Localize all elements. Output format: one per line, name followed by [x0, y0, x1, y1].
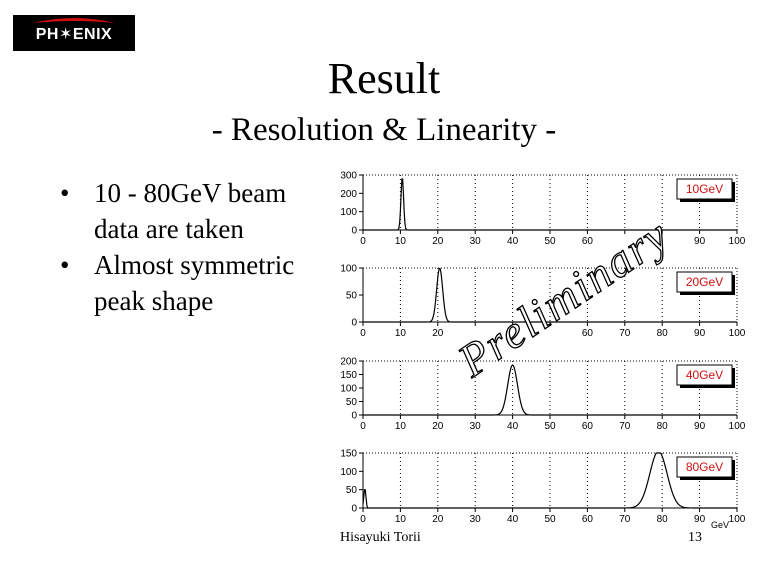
histogram-series-line — [363, 267, 737, 323]
x-tick-label: 40 — [507, 236, 519, 247]
bullet-marker: • — [60, 178, 70, 208]
x-tick-label: 30 — [470, 236, 482, 247]
bullet-text: 10 - 80GeV beam data are taken — [94, 178, 287, 244]
legend-box — [676, 456, 733, 478]
x-tick-label: 0 — [360, 514, 366, 525]
histogram-panel: 0 10 20 60 70 80 90 100 0 50 100 20GeV — [340, 264, 745, 340]
x-tick-label: 100 — [729, 236, 746, 247]
x-tick-label: 0 — [360, 236, 366, 247]
histogram-panel: 0 10 20 30 40 50 60 90 100 0 100 200 300 10GeV — [340, 171, 745, 248]
y-tick-label: 100 — [340, 207, 357, 218]
x-tick-label: 40 — [507, 514, 519, 525]
x-tick-label: 70 — [619, 328, 631, 339]
x-tick-label: 80 — [657, 421, 669, 432]
x-tick-label: 20 — [432, 328, 444, 339]
x-tick-label: 60 — [582, 514, 594, 525]
bullet-item: • 10 - 80GeV beam data are taken — [60, 175, 320, 247]
x-tick-label: 60 — [582, 236, 594, 247]
y-tick-label: 100 — [340, 467, 357, 478]
x-tick-label: 0 — [360, 421, 366, 432]
y-tick-label: 50 — [346, 397, 358, 408]
y-tick-label: 0 — [351, 226, 357, 237]
phoenix-wings-icon — [33, 18, 115, 23]
x-tick-label: 20 — [432, 236, 444, 247]
y-tick-label: 150 — [340, 449, 357, 460]
y-tick-label: 200 — [340, 357, 357, 368]
x-tick-label: 30 — [470, 421, 482, 432]
x-tick-label: 50 — [544, 236, 556, 247]
x-axis-label: GeV — [711, 520, 729, 530]
legend-box — [676, 178, 733, 200]
legend-label: 40GeV — [686, 368, 723, 382]
y-tick-label: 150 — [340, 370, 357, 381]
x-tick-label: 100 — [729, 514, 746, 525]
slide-subtitle: - Resolution & Linearity - — [211, 112, 557, 148]
x-tick-label: 10 — [395, 514, 407, 525]
x-tick-label: 90 — [694, 328, 706, 339]
y-tick-label: 300 — [340, 171, 357, 182]
y-tick-label: 100 — [340, 384, 357, 395]
x-tick-label: 20 — [432, 421, 444, 432]
legend-label: 20GeV — [686, 275, 723, 289]
histogram-series-line — [362, 452, 737, 509]
x-tick-label: 80 — [657, 328, 669, 339]
legend-label: 10GeV — [686, 182, 723, 196]
y-tick-label: 50 — [346, 485, 358, 496]
y-tick-label: 0 — [351, 411, 357, 422]
x-tick-label: 70 — [619, 514, 631, 525]
x-tick-label: 90 — [694, 514, 706, 525]
bullet-marker: • — [60, 250, 70, 280]
x-tick-label: 100 — [729, 328, 746, 339]
histogram-series-line — [363, 364, 737, 416]
x-tick-label: 100 — [729, 421, 746, 432]
histogram-panel: 0 10 20 30 40 50 60 70 80 90 100 0 50 100 150 200 40GeV — [340, 357, 745, 433]
x-tick-label: 10 — [395, 236, 407, 247]
footer-author: Hisayuki Torii — [340, 530, 421, 545]
y-tick-label: 0 — [351, 504, 357, 515]
y-tick-label: 200 — [340, 189, 357, 200]
y-tick-label: 50 — [346, 291, 358, 302]
x-tick-label: 40 — [507, 421, 519, 432]
logo-text: PH✶ENIX — [35, 26, 113, 43]
histogram-series-line — [363, 178, 737, 231]
x-tick-label: 70 — [619, 421, 631, 432]
bullet-list: • 10 - 80GeV beam data are taken • Almos… — [60, 175, 320, 319]
histogram-panel: 0 10 20 30 40 50 60 70 80 90 100 0 50 100 150 80GeV GeV — [340, 449, 745, 531]
y-tick-label: 0 — [351, 318, 357, 329]
x-tick-label: 50 — [544, 514, 556, 525]
legend-label: 80GeV — [686, 460, 723, 474]
x-tick-label: 20 — [432, 514, 444, 525]
x-tick-label: 0 — [360, 328, 366, 339]
x-tick-label: 10 — [395, 421, 407, 432]
x-tick-label: 30 — [470, 514, 482, 525]
y-tick-label: 100 — [340, 264, 357, 275]
x-tick-label: 60 — [582, 421, 594, 432]
x-tick-label: 10 — [395, 328, 407, 339]
x-tick-label: 80 — [657, 514, 669, 525]
x-tick-label: 90 — [694, 421, 706, 432]
legend-box — [676, 364, 733, 386]
legend-box — [676, 271, 733, 293]
slide-title: Result — [327, 54, 441, 103]
watermark-text: Preliminary — [448, 208, 678, 386]
x-tick-label: 90 — [694, 236, 706, 247]
bullet-item: • Almost symmetric peak shape — [60, 247, 320, 319]
x-tick-label: 60 — [582, 328, 594, 339]
phoenix-logo: PH✶ENIX — [13, 15, 135, 51]
page-number: 13 — [688, 530, 702, 545]
x-tick-label: 50 — [544, 421, 556, 432]
bullet-text: Almost symmetric peak shape — [94, 250, 295, 316]
